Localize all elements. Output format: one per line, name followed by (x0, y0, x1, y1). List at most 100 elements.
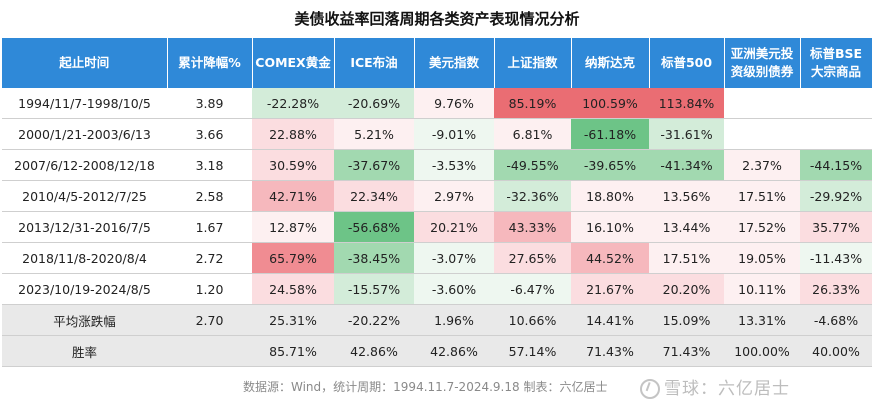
return-cell (724, 118, 800, 150)
return-cell: -37.67% (334, 149, 414, 181)
summary-value: 42.86% (334, 335, 414, 367)
decline-cell: 2.58 (167, 180, 252, 212)
period-cell: 2000/1/21-2003/6/13 (2, 118, 167, 150)
summary-value: 1.96% (414, 304, 494, 336)
return-cell: -39.65% (571, 149, 649, 181)
return-cell: -3.53% (414, 149, 494, 181)
decline-cell: 2.72 (167, 242, 252, 274)
decline-cell: 1.20 (167, 273, 252, 305)
return-cell: 44.52% (571, 242, 649, 274)
table-row: 2018/11/8-2020/8/4 2.72 65.79% -38.45% -3.07… (2, 242, 872, 274)
return-cell: 43.33% (494, 211, 571, 243)
table-row: 2007/6/12-2008/12/18 3.18 30.59% -37.67% -3.… (2, 149, 872, 181)
return-cell: -20.69% (334, 88, 414, 119)
return-cell: 113.84% (649, 88, 724, 119)
col-header-period: 起止时间 (2, 38, 168, 88)
summary-decline (167, 335, 252, 367)
summary-row: 平均涨跌幅 2.70 25.31% -20.22% 1.96% 10.66% 14.41% 1… (2, 304, 872, 336)
return-cell: -11.43% (800, 242, 872, 274)
return-cell: 26.33% (800, 273, 872, 305)
summary-value: 100.00% (724, 335, 800, 367)
return-cell: -3.07% (414, 242, 494, 274)
return-cell: 17.51% (649, 242, 724, 274)
summary-value: 71.43% (571, 335, 649, 367)
return-cell: 13.44% (649, 211, 724, 243)
summary-value: 14.41% (571, 304, 649, 336)
return-cell: 65.79% (252, 242, 334, 274)
summary-value: -20.22% (334, 304, 414, 336)
return-cell: -41.34% (649, 149, 724, 181)
decline-cell: 3.66 (167, 118, 252, 150)
col-header-gold: COMEX黄金 (252, 38, 335, 88)
decline-cell: 3.89 (167, 88, 252, 119)
return-cell: -31.61% (649, 118, 724, 150)
return-cell: -61.18% (571, 118, 649, 150)
summary-value: 25.31% (252, 304, 334, 336)
return-cell: 30.59% (252, 149, 334, 181)
return-cell: 17.51% (724, 180, 800, 212)
summary-value: -4.68% (800, 304, 872, 336)
summary-value: 71.43% (649, 335, 724, 367)
return-cell (800, 88, 872, 119)
summary-value: 40.00% (800, 335, 872, 367)
table-row: 2013/12/31-2016/7/5 1.67 12.87% -56.68% 20.2… (2, 211, 872, 243)
return-cell: 85.19% (494, 88, 571, 119)
return-cell: 27.65% (494, 242, 571, 274)
return-cell: 22.88% (252, 118, 334, 150)
summary-label: 胜率 (2, 335, 167, 367)
return-cell: -38.45% (334, 242, 414, 274)
xueqiu-logo-icon (640, 379, 660, 399)
return-cell: 2.37% (724, 149, 800, 181)
summary-value: 42.86% (414, 335, 494, 367)
period-cell: 2023/10/19-2024/8/5 (2, 273, 167, 305)
decline-cell: 1.67 (167, 211, 252, 243)
return-cell: -44.15% (800, 149, 872, 181)
period-cell: 1994/11/7-1998/10/5 (2, 88, 167, 119)
performance-table: 起止时间 累计降幅% COMEX黄金 ICE布油 美元指数 上证指数 纳斯达克 … (2, 38, 873, 367)
return-cell: -49.55% (494, 149, 571, 181)
data-source-note: 数据源：Wind，统计周期：1994.11.7-2024.9.18 制表：六亿居… (243, 380, 608, 394)
watermark: 雪球：六亿居士 (640, 374, 790, 399)
return-cell: -3.60% (414, 273, 494, 305)
return-cell: -56.68% (334, 211, 414, 243)
period-cell: 2013/12/31-2016/7/5 (2, 211, 167, 243)
col-header-asia-usd-bond: 亚洲美元投 资级别债券 (724, 38, 801, 88)
table-row: 2010/4/5-2012/7/25 2.58 42.71% 22.34% 2.97% -… (2, 180, 872, 212)
period-cell: 2018/11/8-2020/8/4 (2, 242, 167, 274)
return-cell: -29.92% (800, 180, 872, 212)
col-header-shanghai: 上证指数 (494, 38, 572, 88)
return-cell (800, 118, 872, 150)
summary-label: 平均涨跌幅 (2, 304, 167, 336)
return-cell: 42.71% (252, 180, 334, 212)
return-cell: 2.97% (414, 180, 494, 212)
summary-decline: 2.70 (167, 304, 252, 336)
return-cell: 20.21% (414, 211, 494, 243)
col-header-sp500: 标普500 (649, 38, 725, 88)
col-header-sp-bse-commodity: 标普BSE 大宗商品 (800, 38, 873, 88)
return-cell: 12.87% (252, 211, 334, 243)
table-title: 美债收益率回落周期各类资产表现情况分析 (294, 10, 580, 28)
return-cell: 18.80% (571, 180, 649, 212)
return-cell: 22.34% (334, 180, 414, 212)
return-cell: 9.76% (414, 88, 494, 119)
return-cell: -6.47% (494, 273, 571, 305)
col-header-nasdaq: 纳斯达克 (571, 38, 650, 88)
return-cell: -22.28% (252, 88, 334, 119)
period-cell: 2007/6/12-2008/12/18 (2, 149, 167, 181)
return-cell: 17.52% (724, 211, 800, 243)
return-cell: 10.11% (724, 273, 800, 305)
return-cell: 6.81% (494, 118, 571, 150)
return-cell: 35.77% (800, 211, 872, 243)
table-row: 2023/10/19-2024/8/5 1.20 24.58% -15.57% -3.6… (2, 273, 872, 305)
header-row: 起止时间 累计降幅% COMEX黄金 ICE布油 美元指数 上证指数 纳斯达克 … (2, 38, 873, 88)
col-header-decline: 累计降幅% (167, 38, 253, 88)
return-cell: 5.21% (334, 118, 414, 150)
summary-value: 57.14% (494, 335, 571, 367)
watermark-text: 雪球：六亿居士 (664, 379, 790, 399)
summary-value: 13.31% (724, 304, 800, 336)
return-cell: 21.67% (571, 273, 649, 305)
return-cell: -9.01% (414, 118, 494, 150)
return-cell: 19.05% (724, 242, 800, 274)
period-cell: 2010/4/5-2012/7/25 (2, 180, 167, 212)
decline-cell: 3.18 (167, 149, 252, 181)
